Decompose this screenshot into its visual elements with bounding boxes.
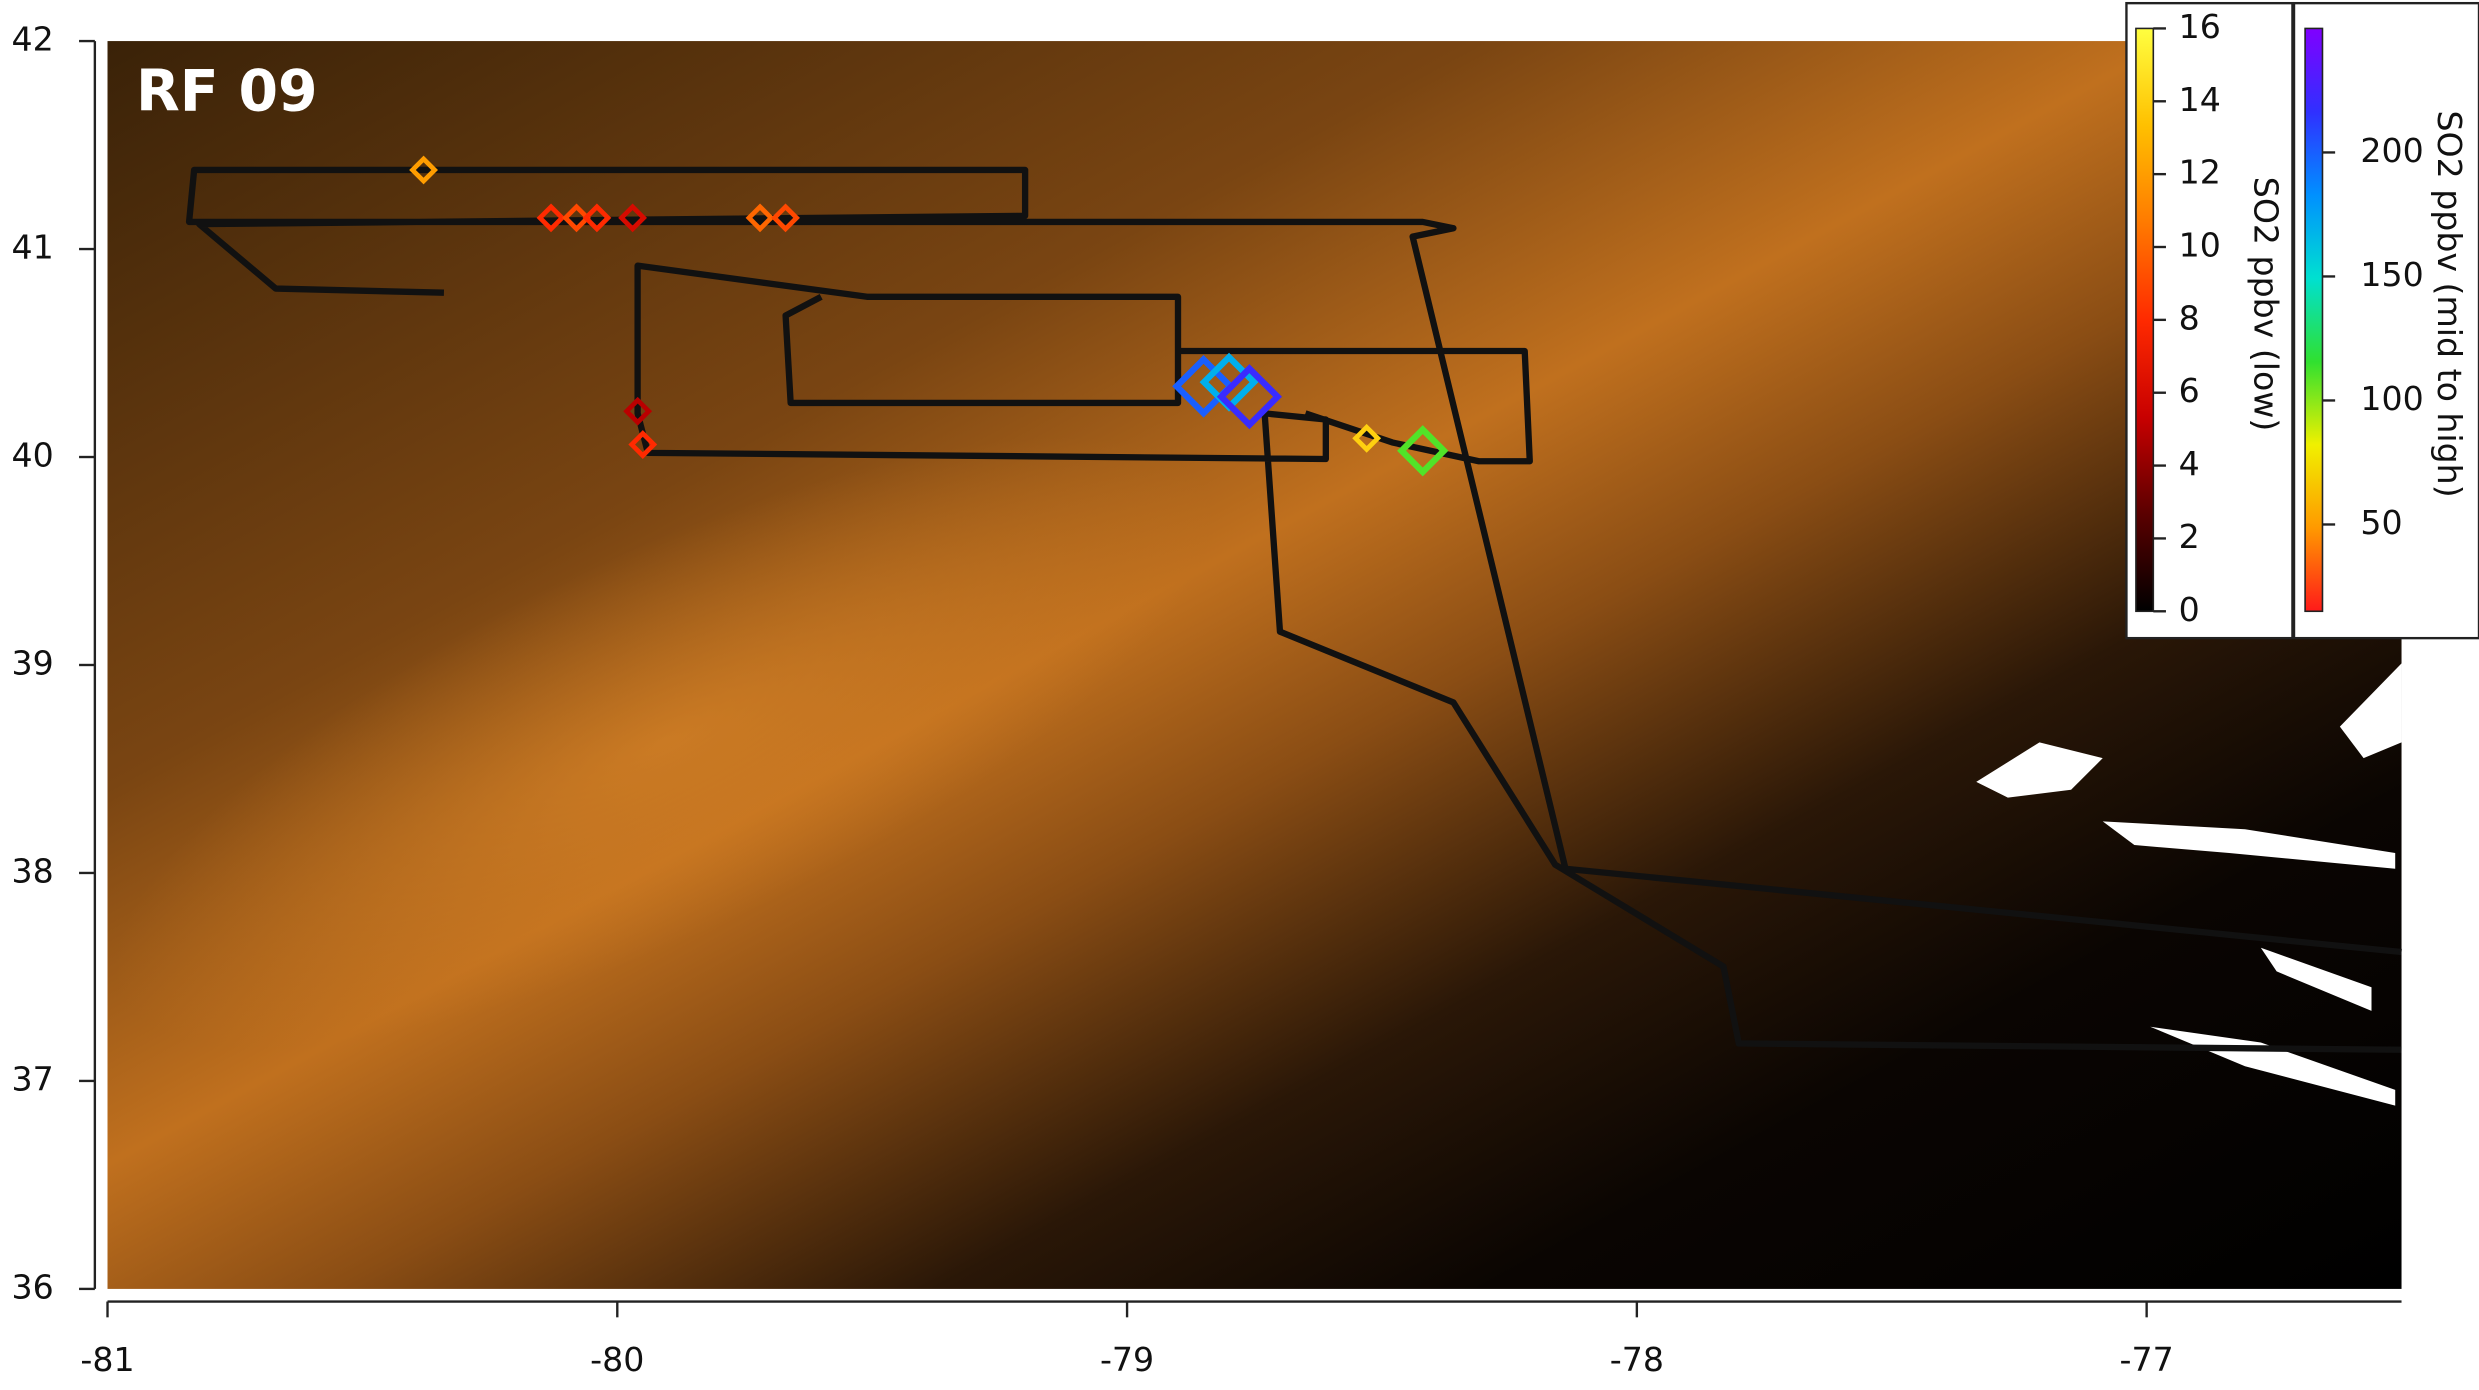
colorbar-title: SO2 ppbv (mid to high)	[2430, 110, 2469, 497]
chart-title: RF 09	[136, 58, 318, 124]
colorbar-tick-label: 2	[2179, 517, 2200, 556]
colorbar-tick-label: 0	[2179, 590, 2200, 629]
colorbar-tick-label: 8	[2179, 298, 2200, 337]
x-tick-label: -78	[1610, 1340, 1664, 1379]
y-tick-label: 38	[12, 851, 54, 890]
colorbar-tick-label: 4	[2179, 444, 2200, 483]
colorbar-tick-label: 150	[2360, 255, 2423, 294]
colorbar-tick-label: 50	[2360, 503, 2402, 542]
colorbar-title: SO2 ppbv (low)	[2246, 177, 2285, 432]
y-tick-label: 36	[12, 1267, 54, 1306]
colorbar-tick-label: 200	[2360, 131, 2423, 170]
y-tick-label: 40	[12, 436, 54, 475]
colorbar-tick-label: 14	[2179, 80, 2221, 119]
y-tick-label: 41	[12, 228, 54, 267]
colorbar	[2305, 28, 2322, 611]
colorbar	[2136, 28, 2153, 611]
x-tick-label: -77	[2120, 1340, 2174, 1379]
map-chart: RF 09 -81 -80 -79 -78 -77 36 37 38 39 40 41 42 0 2 4 6 8…	[0, 0, 2479, 1390]
terrain	[39, 41, 2401, 1289]
y-tick-label: 42	[12, 20, 54, 59]
colorbar-tick-label: 10	[2179, 226, 2221, 265]
colorbar-tick-label: 16	[2179, 7, 2221, 46]
colorbar-tick-label: 100	[2360, 379, 2423, 418]
colorbar-tick-label: 6	[2179, 371, 2200, 410]
colorbar-tick-label: 12	[2179, 153, 2221, 192]
y-tick-label: 39	[12, 643, 54, 682]
y-tick-label: 37	[12, 1059, 54, 1098]
x-tick-label: -79	[1100, 1340, 1154, 1379]
x-tick-label: -81	[80, 1340, 134, 1379]
page: {"chart_data": { "type": "map", "title":…	[0, 0, 2479, 1390]
x-tick-label: -80	[590, 1340, 644, 1379]
